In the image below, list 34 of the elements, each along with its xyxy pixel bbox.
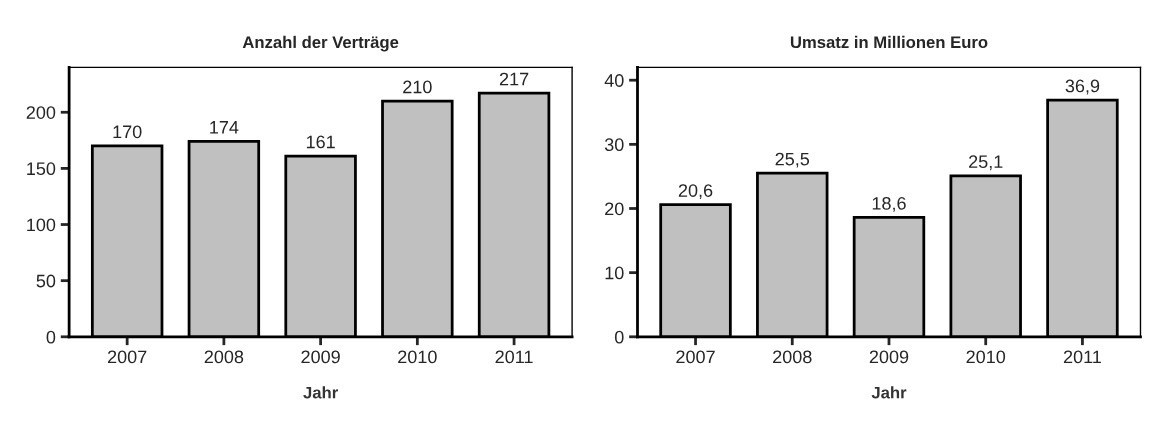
- chart-title: Anzahl der Verträge: [242, 35, 399, 52]
- data-label: 217: [499, 72, 529, 86]
- data-label: 25,5: [775, 152, 810, 168]
- data-label: 170: [113, 125, 142, 139]
- x-tick-label: 2008: [773, 350, 812, 364]
- data-label: 174: [210, 121, 239, 134]
- y-tick-label: 50: [36, 274, 56, 288]
- y-tick-label: 200: [26, 106, 56, 119]
- data-label: 161: [306, 135, 335, 149]
- x-tick-label: 2011: [1063, 350, 1101, 364]
- chart-title: Umsatz in Millionen Euro: [790, 35, 988, 49]
- y-tick-label: 0: [46, 330, 56, 344]
- y-tick-label: 20: [605, 202, 624, 216]
- y-tick-label: 100: [27, 218, 56, 232]
- x-tick-label: 2011: [495, 350, 533, 364]
- data-label: 210: [403, 80, 432, 94]
- x-tick-label: 2007: [107, 350, 147, 364]
- y-tick-label: 40: [604, 74, 624, 87]
- x-axis-title: Jahr: [871, 386, 907, 399]
- data-label: 25,1: [969, 155, 1003, 171]
- y-tick-label: 10: [605, 266, 624, 280]
- y-tick-label: 150: [27, 162, 56, 176]
- data-label: 18,6: [872, 196, 906, 212]
- data-label: 20,6: [678, 184, 713, 200]
- x-axis-title: Jahr: [303, 386, 338, 399]
- y-tick-label: 30: [604, 138, 624, 152]
- y-tick-label: 0: [614, 330, 624, 344]
- x-tick-label: 2007: [676, 350, 715, 364]
- x-tick-label: 2008: [204, 350, 244, 364]
- data-label: 36,9: [1065, 79, 1100, 95]
- x-tick-label: 2010: [966, 350, 1006, 364]
- x-tick-label: 2009: [869, 350, 909, 364]
- x-tick-label: 2009: [301, 350, 340, 364]
- x-tick-label: 2010: [398, 350, 437, 364]
